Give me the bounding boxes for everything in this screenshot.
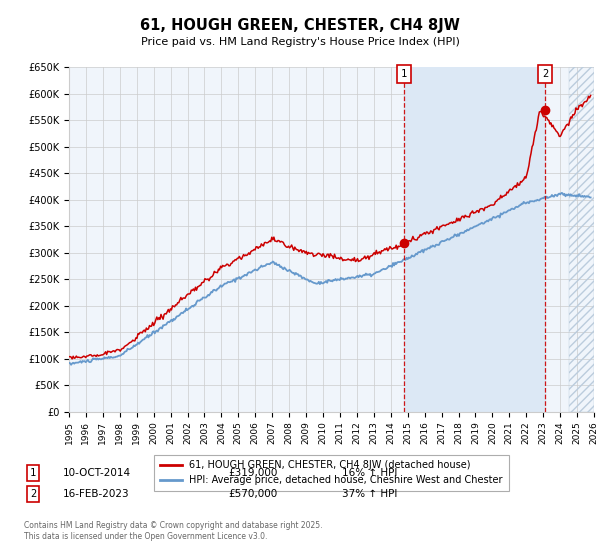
Text: 10-OCT-2014: 10-OCT-2014 bbox=[63, 468, 131, 478]
Text: Price paid vs. HM Land Registry's House Price Index (HPI): Price paid vs. HM Land Registry's House … bbox=[140, 37, 460, 47]
Text: 1: 1 bbox=[30, 468, 36, 478]
Text: 2: 2 bbox=[542, 69, 548, 79]
Text: 1: 1 bbox=[401, 69, 407, 79]
Text: 37% ↑ HPI: 37% ↑ HPI bbox=[342, 489, 397, 499]
Text: £570,000: £570,000 bbox=[228, 489, 277, 499]
Text: 2: 2 bbox=[30, 489, 36, 499]
Text: 16% ↑ HPI: 16% ↑ HPI bbox=[342, 468, 397, 478]
Legend: 61, HOUGH GREEN, CHESTER, CH4 8JW (detached house), HPI: Average price, detached: 61, HOUGH GREEN, CHESTER, CH4 8JW (detac… bbox=[154, 455, 509, 491]
Text: £319,000: £319,000 bbox=[228, 468, 277, 478]
Text: 16-FEB-2023: 16-FEB-2023 bbox=[63, 489, 130, 499]
Text: 61, HOUGH GREEN, CHESTER, CH4 8JW: 61, HOUGH GREEN, CHESTER, CH4 8JW bbox=[140, 18, 460, 32]
Text: Contains HM Land Registry data © Crown copyright and database right 2025.
This d: Contains HM Land Registry data © Crown c… bbox=[24, 521, 323, 540]
